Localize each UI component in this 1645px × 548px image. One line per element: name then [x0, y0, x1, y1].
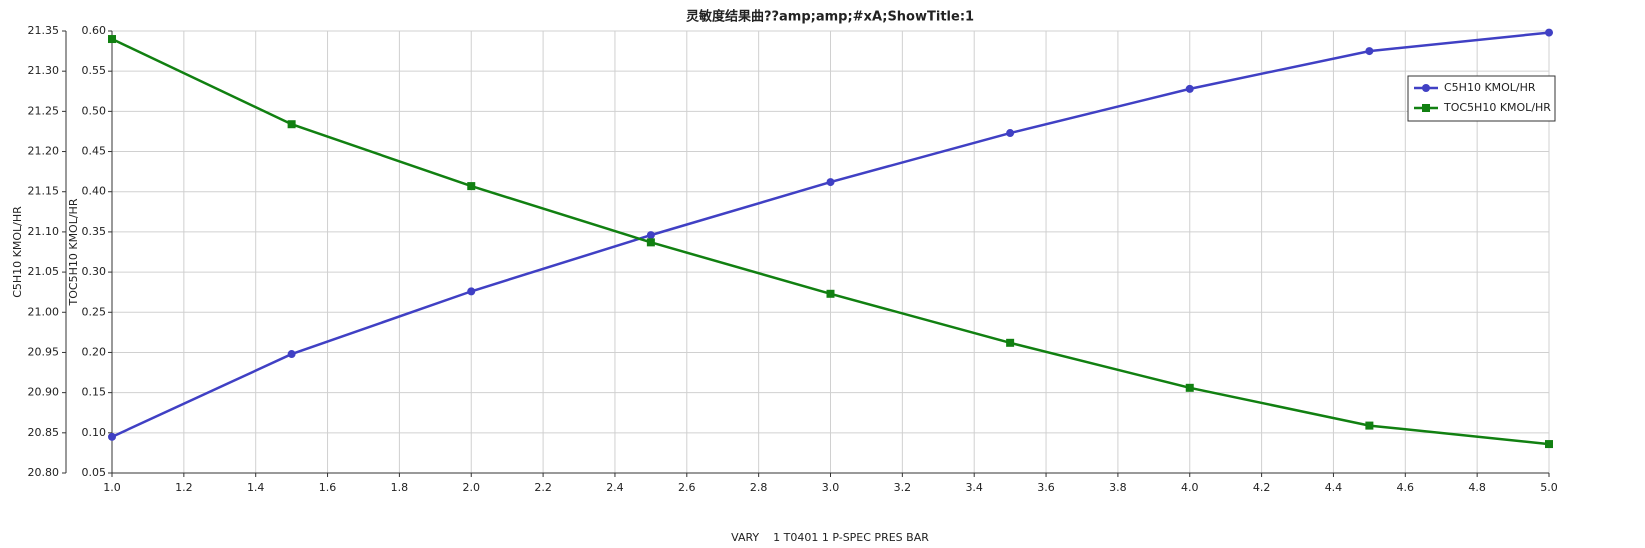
x-tick-label: 4.8: [1468, 481, 1486, 494]
x-tick-label: 4.2: [1253, 481, 1271, 494]
data-point: [1185, 84, 1194, 93]
x-tick-label: 1.6: [319, 481, 337, 494]
data-point: [826, 289, 835, 298]
x-tick-label: 5.0: [1540, 481, 1558, 494]
data-point: [287, 120, 296, 129]
y-tick-label: 21.35: [28, 24, 60, 37]
data-point: [1006, 129, 1015, 138]
data-point: [108, 35, 116, 44]
y2-tick-label: 0.35: [82, 225, 107, 238]
y-tick-label: 21.25: [28, 104, 60, 117]
y-tick-label: 21.15: [28, 185, 60, 198]
x-tick-label: 2.6: [678, 481, 696, 494]
data-point: [1365, 421, 1374, 430]
chart-title: 灵敏度结果曲??amp;amp;#xA;ShowTitle:1: [686, 9, 974, 25]
x-tick-label: 4.4: [1325, 481, 1343, 494]
x-tick-label: 3.0: [822, 481, 840, 494]
data-point: [1185, 383, 1194, 392]
data-point: [467, 182, 476, 191]
y2-tick-label: 0.05: [82, 466, 107, 479]
x-tick-label: 2.4: [606, 481, 624, 494]
x-tick-label: 1.4: [247, 481, 265, 494]
x-tick-label: 3.2: [894, 481, 912, 494]
legend-marker: [1422, 84, 1430, 92]
data-point: [467, 287, 476, 296]
data-point: [1545, 28, 1553, 37]
y-tick-label: 20.80: [28, 466, 60, 479]
y2-tick-label: 0.60: [82, 24, 107, 37]
y2-tick-label: 0.45: [82, 145, 107, 158]
y2-tick-label: 0.25: [82, 305, 107, 318]
x-tick-label: 3.4: [965, 481, 983, 494]
y-tick-label: 21.10: [28, 225, 60, 238]
data-point: [1006, 338, 1015, 347]
y2-tick-label: 0.10: [82, 426, 107, 439]
y2-tick-label: 0.50: [82, 104, 107, 117]
x-tick-label: 1.8: [391, 481, 409, 494]
y2-tick-label: 0.30: [82, 265, 107, 278]
x-tick-label: 2.0: [463, 481, 481, 494]
y-axis-label: C5H10 KMOL/HR: [11, 206, 24, 298]
y-tick-label: 20.90: [28, 386, 60, 399]
data-point: [826, 178, 835, 187]
x-tick-label: 3.8: [1109, 481, 1127, 494]
data-point: [646, 238, 655, 247]
x-tick-label: 2.2: [534, 481, 552, 494]
x-tick-label: 1.0: [103, 481, 121, 494]
legend-label: C5H10 KMOL/HR: [1444, 81, 1536, 94]
y-tick-label: 20.95: [28, 345, 60, 358]
y2-tick-label: 0.55: [82, 64, 107, 77]
y2-tick-label: 0.40: [82, 185, 107, 198]
y-tick-label: 21.00: [28, 305, 60, 318]
y-tick-label: 21.20: [28, 145, 60, 158]
x-axis-label: VARY 1 T0401 1 P-SPEC PRES BAR: [731, 531, 929, 544]
data-point: [108, 432, 116, 441]
x-tick-label: 3.6: [1037, 481, 1055, 494]
x-tick-label: 2.8: [750, 481, 768, 494]
y2-tick-label: 0.20: [82, 345, 107, 358]
x-tick-label: 4.6: [1397, 481, 1415, 494]
legend-marker: [1422, 104, 1430, 112]
y-tick-label: 20.85: [28, 426, 60, 439]
data-point: [1365, 47, 1374, 56]
y2-tick-label: 0.15: [82, 386, 107, 399]
data-point: [287, 350, 296, 359]
y-tick-label: 21.05: [28, 265, 60, 278]
legend-box: [1407, 75, 1556, 122]
y2-axis-label: TOC5H10 KMOL/HR: [67, 198, 80, 306]
legend-label: TOC5H10 KMOL/HR: [1443, 101, 1551, 114]
y-tick-label: 21.30: [28, 64, 60, 77]
x-tick-label: 1.2: [175, 481, 193, 494]
x-tick-label: 4.0: [1181, 481, 1199, 494]
data-point: [1545, 440, 1553, 449]
data-point: [646, 231, 655, 240]
